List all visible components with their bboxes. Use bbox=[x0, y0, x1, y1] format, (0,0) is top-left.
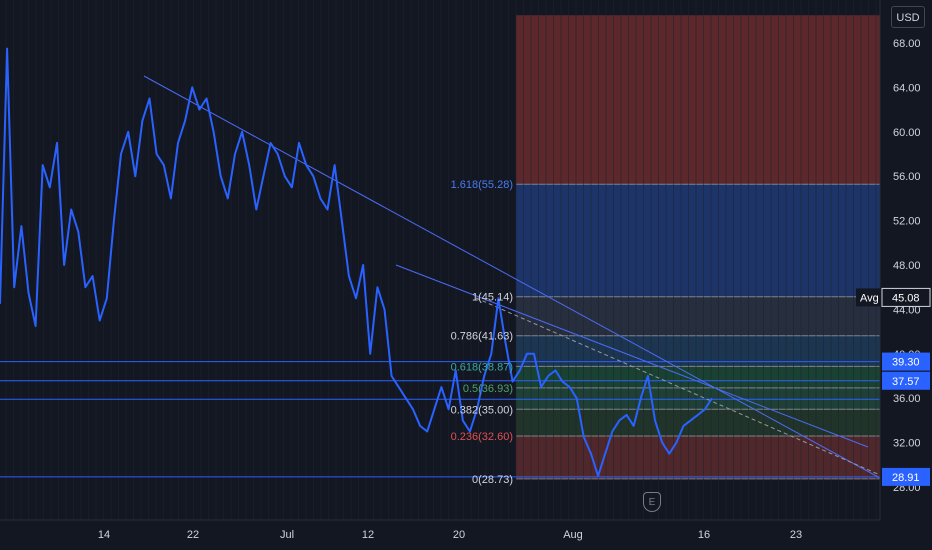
fib-level-label: 0.236(32.60) bbox=[451, 431, 513, 443]
time-axis-background bbox=[0, 520, 880, 550]
price-tag-value: 39.30 bbox=[892, 357, 920, 369]
fib-level-label: 1.618(55.28) bbox=[451, 179, 513, 191]
price-tick-label: 56.00 bbox=[893, 171, 921, 183]
trendline[interactable] bbox=[143, 75, 881, 479]
trendline[interactable] bbox=[475, 297, 881, 476]
price-series-line bbox=[0, 47, 713, 477]
fib-level-label: 0.786(41.63) bbox=[451, 331, 513, 343]
price-tick-label: 32.00 bbox=[893, 438, 921, 450]
trendline[interactable] bbox=[395, 264, 869, 448]
avg-label: Avg bbox=[860, 292, 879, 304]
fib-zone bbox=[516, 435, 880, 479]
fib-zone bbox=[516, 409, 880, 436]
price-tick-label: 60.00 bbox=[893, 127, 921, 139]
fib-zone bbox=[516, 184, 880, 297]
time-tick-label: 12 bbox=[362, 529, 374, 541]
currency-button[interactable]: USD bbox=[891, 6, 925, 28]
price-axis[interactable]: 68.0064.0060.0056.0052.0048.0044.0040.00… bbox=[879, 0, 932, 550]
horizontal-levels bbox=[0, 361, 880, 478]
price-tag-value: 28.91 bbox=[892, 472, 920, 484]
price-tick-label: 44.00 bbox=[893, 304, 921, 316]
price-tag-box bbox=[882, 467, 930, 486]
fib-zone bbox=[516, 387, 880, 410]
fib-level-label: 0.382(35.00) bbox=[451, 404, 513, 416]
fib-zone bbox=[516, 296, 880, 336]
price-tag-value: 45.08 bbox=[892, 292, 920, 304]
price-tick-label: 64.00 bbox=[893, 82, 921, 94]
price-tag-box bbox=[882, 371, 930, 390]
time-tick-label: Aug bbox=[563, 529, 583, 541]
fib-zone bbox=[516, 15, 880, 185]
time-tick-label: 16 bbox=[698, 529, 710, 541]
time-tick-label: 20 bbox=[453, 529, 465, 541]
time-tick-label: 23 bbox=[790, 529, 802, 541]
time-tick-label: Jul bbox=[280, 529, 294, 541]
earnings-event-icon[interactable]: E bbox=[643, 492, 661, 512]
price-tick-label: 68.00 bbox=[893, 38, 921, 50]
price-tick-label: 36.00 bbox=[893, 393, 921, 405]
price-tag-box bbox=[881, 287, 931, 307]
fib-level-label: 0(28.73) bbox=[472, 474, 513, 486]
price-tag-box bbox=[882, 352, 930, 371]
price-tags: 39.30 37.57 Avg 45.08 28.91 bbox=[856, 287, 931, 486]
price-tick-label: 48.00 bbox=[893, 260, 921, 272]
fib-zone bbox=[516, 366, 880, 388]
price-axis-background bbox=[880, 0, 932, 550]
time-axis[interactable]: 14 22 Jul 12 20 Aug 16 23 bbox=[0, 519, 880, 550]
fib-level-label: 0.5(36.93) bbox=[463, 383, 513, 395]
avg-label-background bbox=[856, 288, 882, 307]
price-tick-label: 52.00 bbox=[893, 216, 921, 228]
time-tick-label: 14 bbox=[98, 529, 110, 541]
series-layer bbox=[0, 47, 713, 477]
trendlines[interactable] bbox=[143, 75, 881, 479]
fib-labels: 1.618(55.28) 1(45.14) 0.786(41.63) 0.618(38… bbox=[451, 179, 513, 486]
fib-level-label: 0.618(38.87) bbox=[451, 361, 513, 373]
fib-level-label: 1(45.14) bbox=[472, 292, 513, 304]
time-tick-label: 22 bbox=[187, 529, 199, 541]
price-tag-value: 37.57 bbox=[892, 376, 920, 388]
